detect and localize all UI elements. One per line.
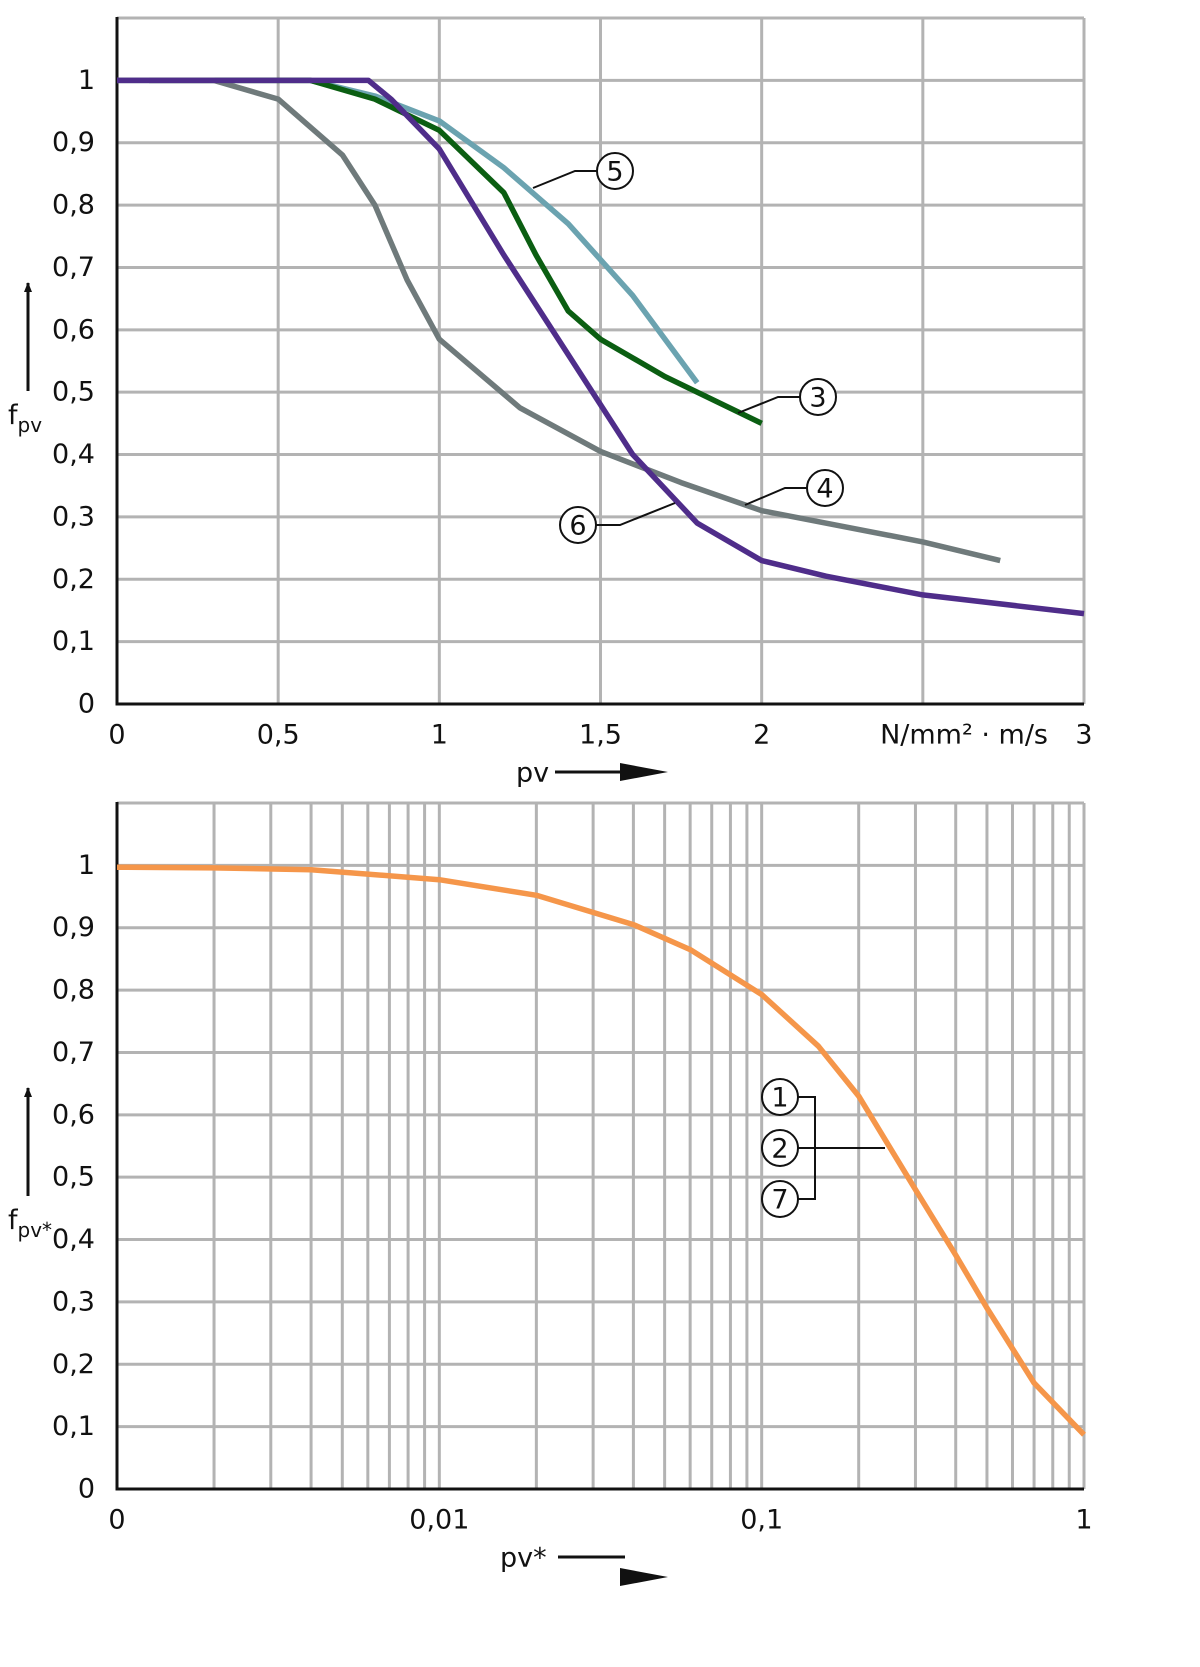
y-tick-label: 0,8 <box>52 190 95 221</box>
y-tick-label: 0,7 <box>52 1037 95 1068</box>
annotation-circle <box>761 1078 799 1116</box>
y-axis-label: fpv* <box>8 1205 52 1242</box>
annotation-label: 4 <box>816 474 833 505</box>
annotation-circle <box>806 469 844 507</box>
x-arrow-head <box>620 763 668 781</box>
y-tick-label: 0,6 <box>52 1099 95 1130</box>
series-line <box>116 864 1086 1437</box>
x-tick-label: 1 <box>1075 1505 1092 1536</box>
leader-line <box>737 396 800 414</box>
y-axis-label: fpv <box>8 400 42 437</box>
x-axis-label: pv <box>516 758 549 789</box>
y-axis-label-main: f <box>8 1205 19 1236</box>
annotation-label: 3 <box>809 383 826 414</box>
x-unit: N/mm² · m/s <box>880 720 1048 751</box>
y-tick-label: 0,2 <box>52 1349 95 1380</box>
annotation-circle <box>596 152 634 190</box>
annotation-label: 2 <box>771 1134 788 1165</box>
leader-line <box>596 502 676 526</box>
x-tick-label: 0 <box>108 1505 125 1536</box>
annotation-circle <box>761 1129 799 1167</box>
y-tick-label: 0,3 <box>52 1286 95 1317</box>
annotation-circle <box>761 1180 799 1218</box>
y-tick-label: 0,1 <box>52 1411 95 1442</box>
y-axis-label-sub: pv <box>18 413 43 437</box>
leader-line <box>532 170 597 189</box>
leader-line <box>744 487 807 506</box>
y-tick-label: 0,4 <box>52 439 95 470</box>
annotation-label: 7 <box>771 1185 788 1216</box>
x-tick-label: 2 <box>753 720 770 751</box>
y-tick-label: 0,4 <box>52 1224 95 1255</box>
x-tick-label: 1 <box>431 720 448 751</box>
annotation-label: 6 <box>569 511 586 542</box>
annotation-label: 5 <box>606 157 623 188</box>
y-axis-label-main: f <box>8 400 19 431</box>
annotation-circle <box>559 506 597 544</box>
y-axis-label-sub: pv* <box>18 1218 53 1242</box>
y-tick-label: 0,9 <box>52 127 95 158</box>
y-tick-label: 0,3 <box>52 501 95 532</box>
y-tick-label: 0,8 <box>52 975 95 1006</box>
y-tick-label: 0,7 <box>52 252 95 283</box>
x-axis-label: pv* <box>500 1543 547 1574</box>
x-tick-label: 0,1 <box>740 1505 783 1536</box>
annotation-label: 1 <box>771 1083 788 1114</box>
series-line <box>117 77 1001 564</box>
series-line <box>117 77 1085 617</box>
x-tick-label: 0,5 <box>257 720 300 751</box>
y-tick-label: 0,5 <box>52 377 95 408</box>
y-tick-label: 1 <box>78 850 95 881</box>
x-tick-label: 3 <box>1075 720 1092 751</box>
x-tick-label: 0 <box>108 720 125 751</box>
y-tick-label: 0,9 <box>52 912 95 943</box>
y-tick-label: 0 <box>78 1474 95 1505</box>
y-tick-label: 0,5 <box>52 1162 95 1193</box>
y-tick-label: 0,2 <box>52 564 95 595</box>
x-tick-label: 0,01 <box>409 1505 469 1536</box>
y-tick-label: 0 <box>78 689 95 720</box>
x-arrow-head <box>620 1568 668 1586</box>
y-tick-label: 0,1 <box>52 626 95 657</box>
series-line <box>117 77 700 385</box>
y-tick-label: 1 <box>78 65 95 96</box>
y-tick-label: 0,6 <box>52 314 95 345</box>
annotation-circle <box>799 378 837 416</box>
x-tick-label: 1,5 <box>579 720 622 751</box>
